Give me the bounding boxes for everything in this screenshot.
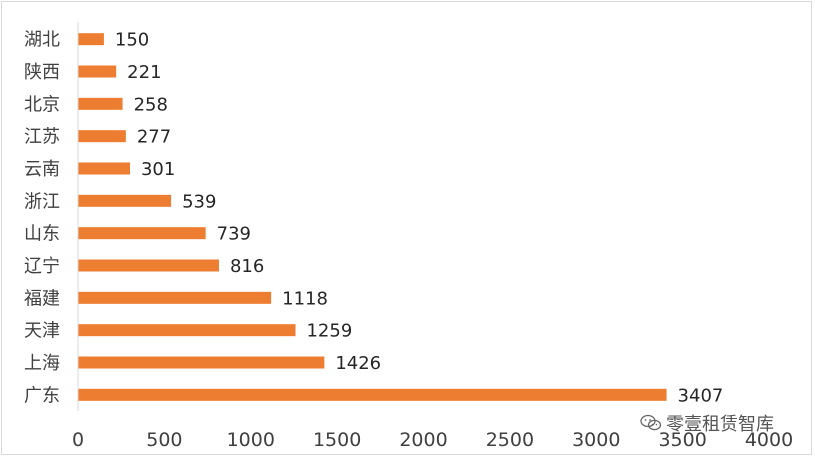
bar <box>78 97 123 110</box>
category-label: 陕西 <box>24 62 60 83</box>
value-label: 301 <box>141 159 175 180</box>
category-label: 辽宁 <box>24 256 60 277</box>
watermark-text: 零壹租赁智库 <box>666 414 774 435</box>
bar <box>78 194 172 207</box>
value-label: 1118 <box>282 288 328 309</box>
watermark: 零壹租赁智库 <box>640 410 774 436</box>
value-label: 539 <box>182 191 216 212</box>
category-label: 广东 <box>24 385 60 406</box>
value-label: 3407 <box>678 385 724 406</box>
value-label: 816 <box>230 256 264 277</box>
bar <box>78 291 272 304</box>
x-tick-label: 2500 <box>486 429 534 451</box>
value-label: 739 <box>217 224 251 245</box>
category-label: 北京 <box>24 94 60 115</box>
bar <box>78 356 325 369</box>
bar <box>78 388 667 401</box>
category-label: 浙江 <box>24 191 60 212</box>
bar <box>78 65 117 78</box>
x-tick-label: 2000 <box>399 429 447 451</box>
value-label: 1426 <box>335 353 381 374</box>
category-label: 云南 <box>24 159 60 180</box>
x-tick-labels-group: 0 500 1000 1500 2000 2500 3000 3500 4000 <box>72 429 793 451</box>
bar <box>78 259 219 272</box>
x-tick-label: 1500 <box>313 429 361 451</box>
value-label: 258 <box>134 94 168 115</box>
x-tick-label: 1000 <box>227 429 275 451</box>
value-label: 1259 <box>306 321 352 342</box>
x-tick-label: 4000 <box>745 429 793 451</box>
bar <box>78 33 104 46</box>
category-label: 湖北 <box>24 30 60 51</box>
bars-group <box>78 33 667 401</box>
bar <box>78 227 206 240</box>
wechat-icon <box>640 414 662 431</box>
value-label: 277 <box>137 127 171 148</box>
value-label: 150 <box>115 30 149 51</box>
category-label: 山东 <box>24 224 60 245</box>
x-tick-label: 500 <box>146 429 182 451</box>
category-label: 上海 <box>24 353 60 374</box>
bar <box>78 324 296 337</box>
x-tick-label: 3500 <box>658 429 706 451</box>
category-label: 江苏 <box>24 127 60 148</box>
x-tick-label: 0 <box>72 429 84 451</box>
bar <box>78 130 126 143</box>
x-tick-label: 3000 <box>572 429 620 451</box>
category-label: 天津 <box>24 321 60 342</box>
bar <box>78 162 130 175</box>
value-label: 221 <box>127 62 161 83</box>
category-label: 福建 <box>24 288 60 309</box>
